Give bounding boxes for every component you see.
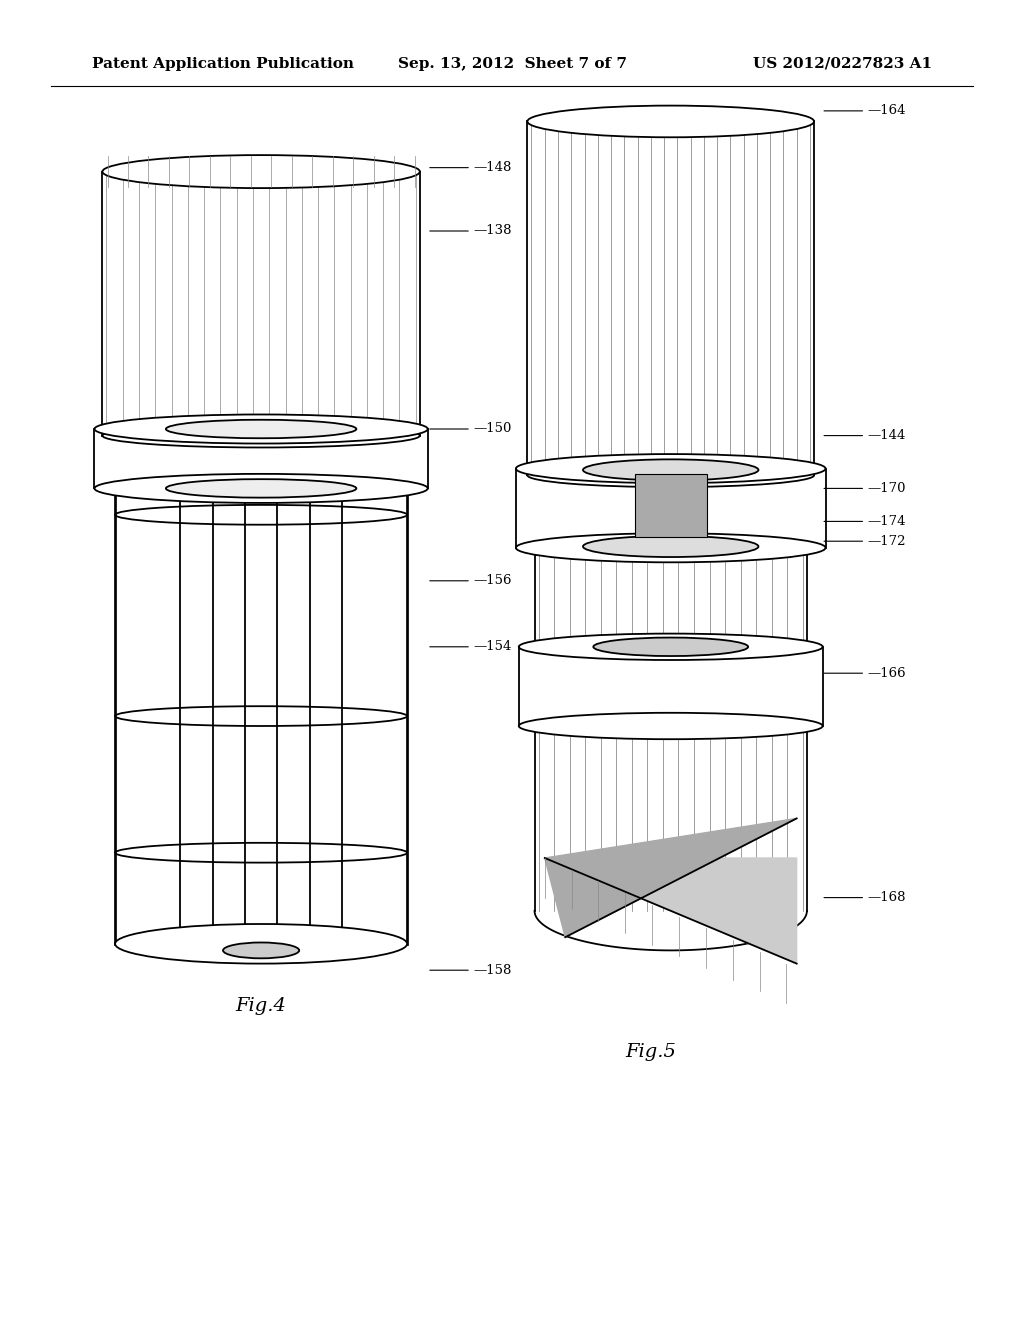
Ellipse shape: [516, 454, 825, 483]
Text: —148: —148: [473, 161, 511, 174]
Polygon shape: [545, 818, 797, 937]
Ellipse shape: [527, 463, 814, 487]
Ellipse shape: [583, 536, 759, 557]
Ellipse shape: [519, 713, 822, 739]
Text: —144: —144: [867, 429, 905, 442]
Text: —170: —170: [867, 482, 906, 495]
Text: —166: —166: [867, 667, 906, 680]
Text: Fig.4: Fig.4: [236, 997, 287, 1015]
Ellipse shape: [166, 420, 356, 438]
Text: —164: —164: [867, 104, 906, 117]
Ellipse shape: [94, 414, 428, 444]
Ellipse shape: [516, 533, 825, 562]
Ellipse shape: [583, 459, 759, 480]
Ellipse shape: [593, 638, 749, 656]
Ellipse shape: [535, 715, 807, 737]
Ellipse shape: [102, 424, 420, 447]
Ellipse shape: [102, 154, 420, 187]
Text: —158: —158: [473, 964, 511, 977]
Ellipse shape: [527, 106, 814, 137]
Text: —138: —138: [473, 224, 512, 238]
Text: —156: —156: [473, 574, 512, 587]
Text: US 2012/0227823 A1: US 2012/0227823 A1: [753, 57, 932, 71]
Text: —150: —150: [473, 422, 511, 436]
Ellipse shape: [94, 474, 428, 503]
Text: —172: —172: [867, 535, 906, 548]
Text: Patent Application Publication: Patent Application Publication: [92, 57, 354, 71]
Ellipse shape: [115, 478, 408, 499]
Ellipse shape: [535, 636, 807, 657]
Text: —168: —168: [867, 891, 906, 904]
Text: —154: —154: [473, 640, 511, 653]
Bar: [635, 474, 707, 537]
Ellipse shape: [519, 634, 822, 660]
Text: Fig.5: Fig.5: [625, 1043, 676, 1061]
Ellipse shape: [115, 924, 408, 964]
Text: Sep. 13, 2012  Sheet 7 of 7: Sep. 13, 2012 Sheet 7 of 7: [397, 57, 627, 71]
Polygon shape: [545, 858, 797, 964]
Ellipse shape: [166, 479, 356, 498]
Ellipse shape: [223, 942, 299, 958]
Text: —174: —174: [867, 515, 906, 528]
